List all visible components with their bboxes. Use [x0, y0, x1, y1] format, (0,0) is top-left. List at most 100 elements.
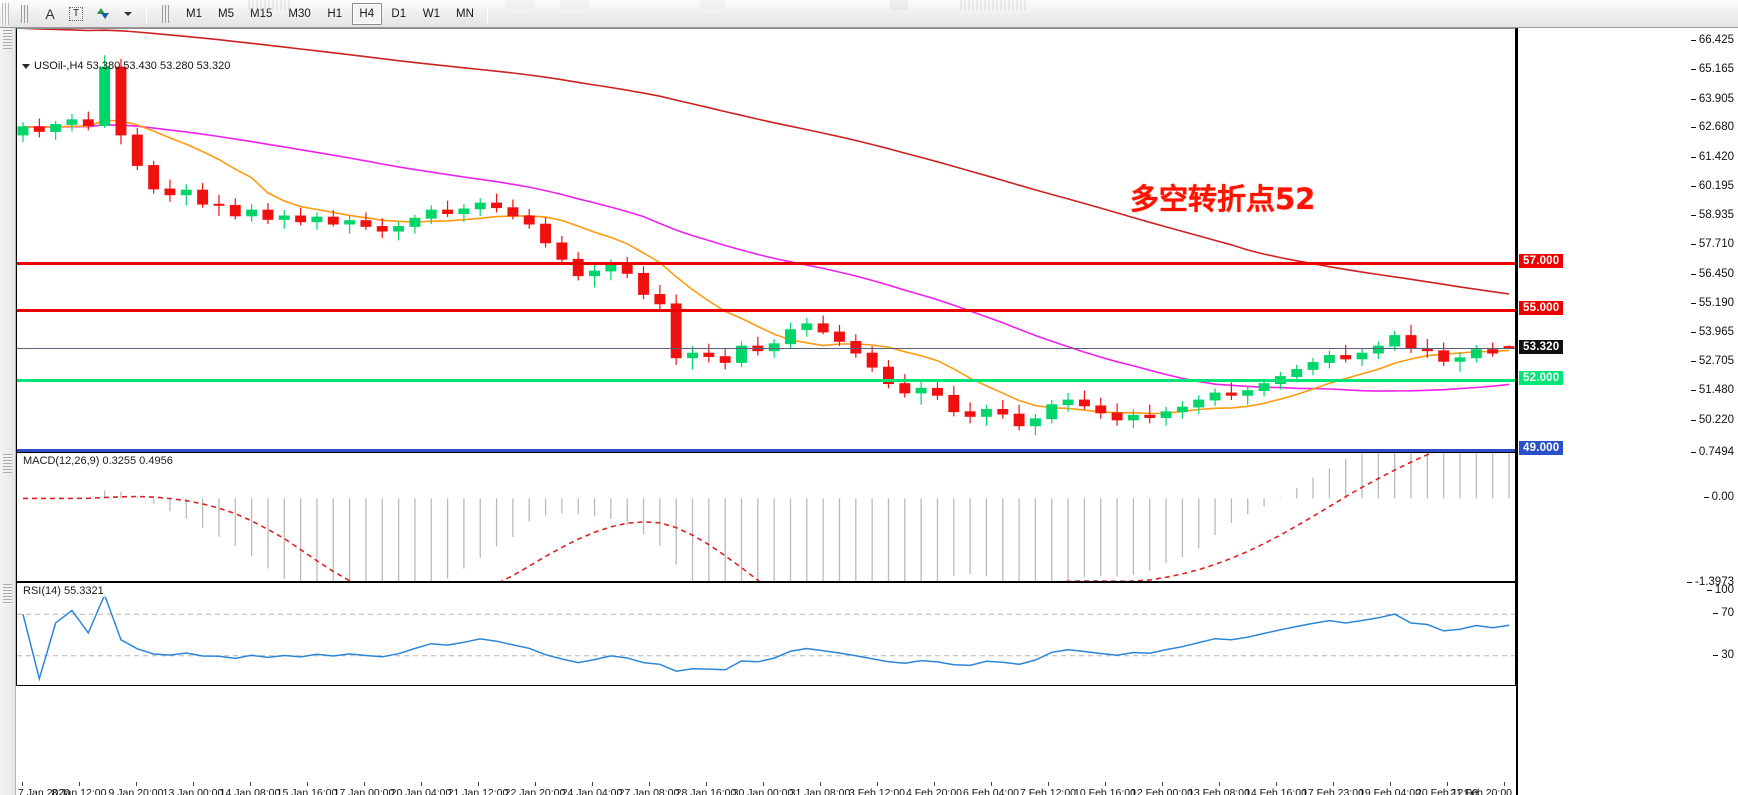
time-tick: 12 Feb 00:00 — [1131, 787, 1193, 795]
rsi-tick: 70 — [1713, 607, 1734, 619]
price-tick: 61.420 — [1690, 151, 1734, 163]
level-line-support-49[interactable] — [17, 449, 1515, 452]
timeframe-m15[interactable]: M15 — [250, 7, 273, 20]
partial-button-d — [890, 0, 908, 10]
price-badge-57.000[interactable]: 57.000 — [1519, 253, 1564, 268]
time-tick-mark — [820, 782, 821, 786]
time-tick-mark — [421, 782, 422, 786]
rail-grip-price[interactable] — [3, 30, 12, 50]
price-tick: 60.195 — [1690, 180, 1734, 192]
time-tick-mark — [1390, 782, 1391, 786]
macd-tick: 0.00 — [1703, 491, 1734, 503]
macd-plot — [23, 453, 1510, 581]
time-tick: 17 Jan 00:00 — [333, 787, 395, 795]
chevron-down-icon[interactable] — [22, 63, 30, 69]
time-tick-mark — [934, 782, 935, 786]
time-tick: 22 Jan 20:00 — [504, 787, 566, 795]
left-rail — [0, 28, 16, 795]
price-plot — [17, 29, 1515, 436]
time-tick: 13 Jan 00:00 — [162, 787, 224, 795]
timeframe-m5[interactable]: M5 — [218, 7, 234, 20]
chevron-down-icon[interactable] — [115, 2, 141, 26]
indicators-icon[interactable] — [89, 2, 115, 26]
timeframe-grip[interactable] — [152, 2, 178, 26]
price-tick: 50.220 — [1690, 414, 1734, 426]
crosshair-icon[interactable] — [11, 2, 37, 26]
price-tick: 53.965 — [1690, 326, 1734, 338]
time-tick: 24 Jan 04:00 — [561, 787, 623, 795]
time-tick-mark — [649, 782, 650, 786]
price-badge-55.000[interactable]: 55.000 — [1519, 300, 1564, 315]
text-label-glyph: A — [45, 5, 55, 22]
price-tick: 66.425 — [1690, 34, 1734, 46]
toolbar-grip[interactable] — [1, 2, 9, 25]
time-tick: 27 Jan 08:00 — [618, 787, 680, 795]
time-tick: 21 Feb 20:00 — [1450, 787, 1512, 795]
level-line-resistance-55[interactable] — [17, 308, 1515, 312]
time-tick: 10 Feb 16:00 — [1074, 787, 1136, 795]
time-tick: 20 Feb 12:00 — [1416, 787, 1478, 795]
time-tick: 7 Feb 12:00 — [1019, 787, 1077, 795]
timeframe-w1[interactable]: W1 — [422, 7, 440, 20]
partial-button-c — [700, 0, 726, 9]
time-tick-mark — [250, 782, 251, 786]
time-tick-mark — [592, 782, 593, 786]
time-tick-mark — [364, 782, 365, 786]
time-tick-mark — [706, 782, 707, 786]
time-tick-mark — [1504, 782, 1505, 786]
timeframe-h1[interactable]: H1 — [327, 7, 343, 20]
time-tick: 9 Jan 20:00 — [108, 787, 164, 795]
text-label-icon[interactable]: A — [37, 2, 63, 26]
price-tick: 58.935 — [1690, 209, 1734, 221]
price-axis[interactable]: 66.425 65.165 63.905 62.680 61.420 60.195 58.9… — [1516, 28, 1738, 795]
macd-tick: -1.3973 — [1686, 576, 1734, 588]
price-tick: 56.450 — [1690, 268, 1734, 280]
chevron-glyph — [124, 11, 132, 16]
timeframe-m1[interactable]: M1 — [186, 7, 202, 20]
partial-button-e — [960, 0, 1028, 10]
time-tick-mark — [877, 782, 878, 786]
price-tick: 52.705 — [1690, 355, 1734, 367]
timeframe-mn[interactable]: MN — [456, 7, 474, 20]
crosshair-glyph — [20, 4, 28, 23]
turning-point-note: 多空转折点52 — [1130, 182, 1316, 216]
time-axis[interactable]: 7 Jan 2020 8 Jan 12:00 9 Jan 20:00 13 Jan 0… — [16, 782, 1516, 795]
time-tick: 20 Jan 04:00 — [390, 787, 452, 795]
timeframe-group: M1 M5 M15 M30 H1 H4 D1 W1 MN — [178, 0, 482, 28]
price-tick: 57.710 — [1690, 238, 1734, 250]
timeframe-h4[interactable]: H4 — [351, 2, 382, 25]
chart-area: USOil-,H4 53.380 53.430 53.280 53.320 MA… — [0, 28, 1738, 795]
level-line-support-52[interactable] — [17, 378, 1515, 382]
text-box-glyph: T — [69, 6, 83, 21]
time-tick-mark — [991, 782, 992, 786]
symbol-legend[interactable]: USOil-,H4 53.380 53.430 53.280 53.320 — [22, 60, 230, 72]
text-box-icon[interactable]: T — [63, 2, 89, 26]
time-tick-mark — [1276, 782, 1277, 786]
time-tick-mark — [763, 782, 764, 786]
price-tick: 63.905 — [1690, 93, 1734, 105]
time-tick: 4 Feb 20:00 — [905, 787, 963, 795]
macd-pane[interactable]: MACD(12,26,9) 0.3255 0.4956 — [16, 452, 1516, 582]
timeframe-m30[interactable]: M30 — [288, 7, 311, 20]
toolbar-separator — [146, 3, 147, 24]
time-tick-mark — [1162, 782, 1163, 786]
price-tick: 65.165 — [1690, 63, 1734, 75]
time-tick-mark — [307, 782, 308, 786]
price-pane[interactable] — [16, 28, 1516, 452]
rsi-pane[interactable]: RSI(14) 55.3321 — [16, 582, 1516, 686]
time-tick: 6 Feb 04:00 — [962, 787, 1020, 795]
timeframe-d1[interactable]: D1 — [391, 7, 407, 20]
price-badge-53.320[interactable]: 53.320 — [1519, 339, 1564, 354]
partial-toolbar-row — [248, 0, 292, 10]
macd-tick: 0.7494 — [1690, 446, 1734, 458]
level-line-resistance-57[interactable] — [17, 261, 1515, 265]
price-badge-52.000[interactable]: 52.000 — [1519, 370, 1564, 385]
rail-grip-macd[interactable] — [3, 454, 12, 474]
symbol-legend-text: USOil-,H4 53.380 53.430 53.280 53.320 — [34, 60, 231, 72]
rail-grip-rsi[interactable] — [3, 584, 12, 604]
time-tick: 30 Jan 00:00 — [732, 787, 794, 795]
time-tick: 28 Jan 16:00 — [675, 787, 737, 795]
price-badge-49.000[interactable]: 49.000 — [1519, 441, 1564, 456]
time-tick: 7 Jan 2020 — [18, 787, 70, 795]
level-line-last-price-53.32[interactable] — [17, 347, 1515, 349]
